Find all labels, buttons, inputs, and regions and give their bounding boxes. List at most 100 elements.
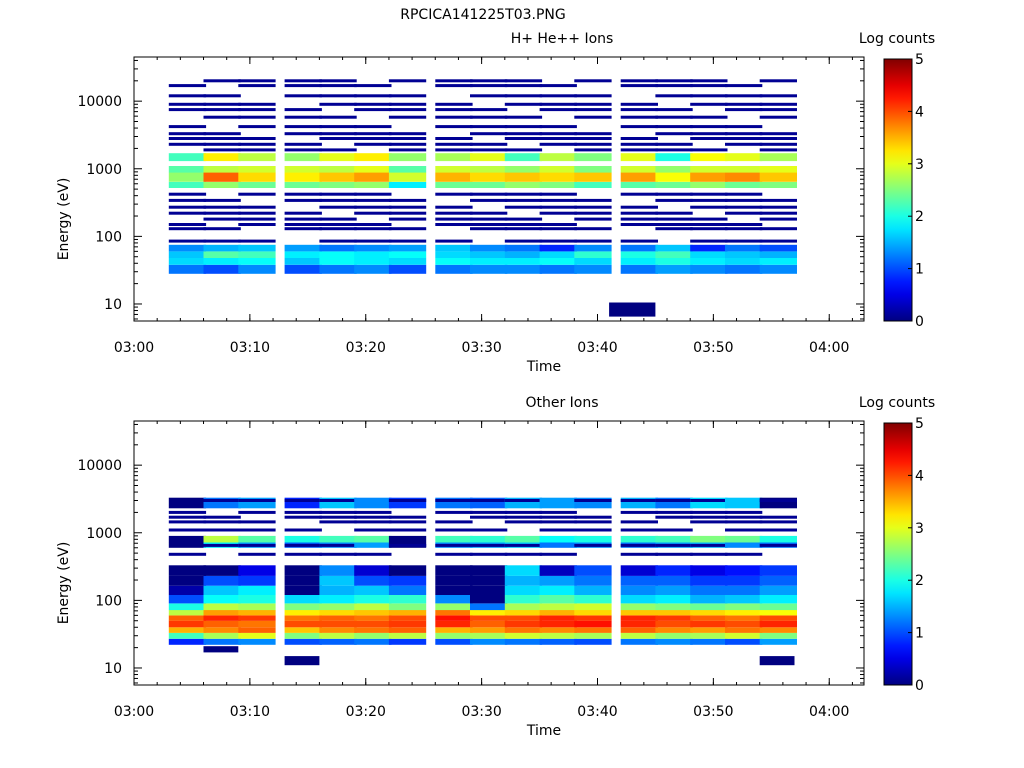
- sparse-line-col6-14: [388, 211, 427, 215]
- heatmap-cells: [168, 497, 797, 666]
- cell-col1-band6: [203, 166, 241, 173]
- cell-col8-band10: [470, 565, 508, 576]
- cell-col14-band5: [690, 610, 728, 616]
- cell-col11-band5: [574, 610, 612, 616]
- sparse-line-col0-2: [168, 515, 207, 519]
- extra-block-0: [284, 656, 320, 666]
- cell-col12-band5: [620, 610, 658, 616]
- sparse-line-col13-2: [655, 515, 693, 519]
- cell-col15-band1: [725, 257, 763, 265]
- cell-col4-band1: [319, 632, 357, 639]
- sparse-line-col11-18: [574, 239, 612, 243]
- cell-col14-band9: [690, 575, 728, 586]
- cell-col14-band4: [690, 181, 728, 188]
- cell-col12-band2: [620, 251, 658, 258]
- cell-col7-band0: [435, 264, 473, 274]
- sparse-line-col1-18: [203, 239, 241, 243]
- sparse-line-col7-8: [435, 137, 473, 140]
- sparse-line-col3-7: [284, 132, 322, 136]
- cell-col12-band4: [620, 181, 658, 188]
- sparse-line-col3-0: [284, 79, 322, 83]
- cell-col3-band10: [284, 565, 322, 576]
- cell-col1-band4: [203, 181, 241, 188]
- cell-col9-band7: [504, 595, 543, 604]
- sparse-line-col15-14: [725, 211, 763, 215]
- cell-col9-band3: [504, 244, 543, 252]
- cell-col4-band2: [319, 627, 357, 633]
- sparse-line-col13-1: [655, 84, 693, 88]
- sparse-line-col13-12: [655, 198, 693, 202]
- sparse-line-col3-12: [284, 198, 322, 202]
- cell-col0-band11: [168, 542, 207, 548]
- cell-col3-band1: [284, 632, 322, 639]
- sparse-line-col6-2: [388, 515, 427, 519]
- sparse-line-col12-3: [620, 520, 658, 524]
- sparse-line-col8-15: [470, 217, 508, 221]
- cell-col15-band3: [725, 244, 763, 252]
- cell-col11-band2: [574, 251, 612, 258]
- cell-col6-band2: [388, 627, 427, 633]
- sparse-line-col10-3: [539, 102, 577, 106]
- sparse-line-col12-15: [620, 217, 658, 221]
- sparse-line-col2-5: [238, 115, 276, 119]
- sparse-line-col0-1: [168, 84, 207, 88]
- cell-col14-band8: [690, 585, 728, 595]
- sparse-line-col9-5: [504, 115, 543, 119]
- sparse-line-col9-1: [504, 84, 543, 88]
- sparse-line-col13-4: [655, 528, 693, 532]
- cell-col7-band10: [435, 565, 473, 576]
- sparse-line-col10-6: [539, 125, 577, 129]
- sparse-line-col13-9: [655, 142, 693, 146]
- cell-col16-band3: [759, 244, 797, 252]
- sparse-line-col4-17: [319, 227, 357, 231]
- cell-col3-band3: [284, 620, 322, 628]
- sparse-line-col11-7: [574, 132, 612, 136]
- cell-col16-band8: [759, 585, 797, 595]
- sparse-line-col14-8: [690, 137, 728, 140]
- cell-col11-band10: [574, 565, 612, 576]
- sparse-line-col10-4: [539, 528, 577, 532]
- cell-col1-band13: [203, 497, 241, 509]
- sparse-line-col6-0: [388, 79, 427, 83]
- cell-col3-band13: [284, 497, 322, 509]
- cell-col16-band6: [759, 603, 797, 611]
- cell-col8-band13: [470, 497, 508, 509]
- sparse-line-col12-3: [620, 102, 658, 106]
- cell-col3-band2: [284, 627, 322, 633]
- cell-col7-band9: [435, 575, 473, 586]
- cell-col14-band3: [690, 620, 728, 628]
- sparse-line-col3-2: [284, 515, 322, 519]
- sparse-line-col15-3: [725, 102, 763, 106]
- cell-col9-band2: [504, 251, 543, 258]
- sparse-line-col0-12: [168, 198, 207, 202]
- colorbar-tick-label: 1: [915, 262, 924, 278]
- cell-col12-band3: [620, 620, 658, 628]
- sparse-line-col4-2: [319, 515, 357, 519]
- cell-col2-band2: [238, 251, 276, 258]
- cell-col11-band13: [574, 497, 612, 509]
- cell-col2-band1: [238, 632, 276, 639]
- sparse-line-col14-1: [690, 510, 728, 514]
- cell-col15-band0: [725, 638, 763, 645]
- cell-col15-band5: [725, 172, 763, 182]
- sparse-line-col15-2: [725, 515, 763, 519]
- cell-col0-band1: [168, 257, 207, 265]
- cell-col6-band2: [388, 251, 427, 258]
- cell-col16-band7: [759, 153, 797, 162]
- sparse-line-col15-7: [725, 132, 763, 136]
- sparse-line-col10-6: [539, 552, 577, 556]
- cell-col1-band7: [203, 595, 241, 604]
- cell-col8-band2: [470, 251, 508, 258]
- sparse-line-col12-1: [620, 84, 658, 88]
- cell-col7-band7: [435, 595, 473, 604]
- cell-col13-band3: [655, 244, 693, 252]
- cell-col7-band12: [435, 535, 473, 543]
- cell-col1-band10: [203, 565, 241, 576]
- sparse-line-col12-6: [620, 125, 658, 129]
- x-tick-label: 03:20: [346, 704, 386, 720]
- sparse-line-col2-14: [238, 211, 276, 215]
- cell-col16-band2: [759, 627, 797, 633]
- cell-col10-band9: [539, 575, 577, 586]
- cell-col15-band7: [725, 153, 763, 162]
- cell-col7-band3: [435, 620, 473, 628]
